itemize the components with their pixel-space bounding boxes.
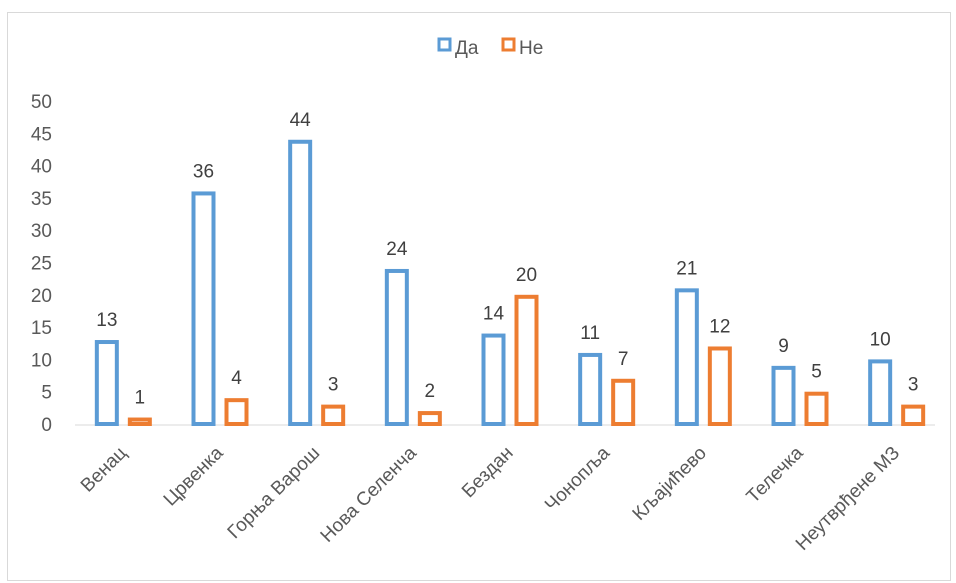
data-label: 44: [290, 110, 312, 131]
category-label: Телечка: [743, 442, 808, 507]
data-label: 14: [483, 304, 505, 325]
legend-label: Не: [519, 38, 543, 59]
bar-da: [191, 191, 216, 426]
category-label: Бездан: [458, 443, 517, 502]
bar-ne: [611, 378, 636, 426]
bar-ne: [901, 404, 926, 426]
bar-da: [674, 288, 699, 426]
category-label: Кљајићево: [629, 443, 711, 525]
bar-da: [384, 268, 409, 426]
data-label: 7: [618, 349, 629, 370]
category-label: Чонопља: [541, 442, 614, 515]
data-label: 5: [811, 362, 822, 383]
bar-ne: [514, 294, 539, 426]
bar-da: [481, 333, 506, 426]
bar-da: [578, 352, 603, 426]
data-label: 11: [580, 323, 600, 344]
data-label: 13: [96, 310, 117, 331]
y-tick-label: 5: [41, 383, 52, 404]
y-tick-label: 40: [31, 157, 52, 178]
data-label: 20: [516, 265, 537, 286]
bar-ne: [707, 346, 732, 427]
data-label: 36: [193, 161, 214, 182]
bar-da: [94, 340, 119, 426]
y-tick-label: 30: [31, 221, 52, 242]
y-tick-label: 15: [31, 318, 52, 339]
bar-ne: [804, 391, 829, 427]
data-label: 3: [328, 375, 339, 396]
category-label: Црвенка: [160, 442, 228, 510]
category-label: Венац: [77, 443, 131, 497]
data-label: 10: [870, 329, 891, 350]
y-tick-label: 10: [31, 350, 52, 371]
y-tick-label: 50: [31, 92, 52, 113]
bar-ne: [224, 398, 249, 427]
y-tick-label: 35: [31, 189, 52, 210]
data-label: 12: [709, 316, 730, 337]
chart-frame: [7, 12, 951, 581]
bar-ne: [321, 404, 346, 426]
bar-da: [771, 365, 796, 426]
legend-label: Да: [455, 38, 479, 59]
legend-swatch-da: [437, 37, 452, 52]
category-label: Горња Варош: [224, 443, 324, 543]
y-tick-label: 25: [31, 254, 52, 275]
y-tick-label: 20: [31, 286, 52, 307]
bar-da: [288, 139, 313, 426]
bar-da: [868, 359, 893, 426]
data-label: 1: [135, 388, 146, 409]
data-label: 2: [425, 381, 436, 402]
data-label: 3: [908, 375, 919, 396]
data-label: 9: [778, 336, 789, 357]
category-label: Нова Селенча: [317, 442, 421, 546]
data-label: 4: [231, 368, 242, 389]
y-tick-label: 45: [31, 124, 52, 145]
data-label: 21: [676, 258, 697, 279]
legend-swatch-ne: [501, 37, 516, 52]
bar-ne: [417, 411, 442, 426]
bar-ne: [127, 417, 152, 427]
data-label: 24: [386, 239, 408, 260]
category-label: Неутврђене МЗ: [792, 443, 904, 555]
y-tick-label: 0: [41, 415, 52, 436]
